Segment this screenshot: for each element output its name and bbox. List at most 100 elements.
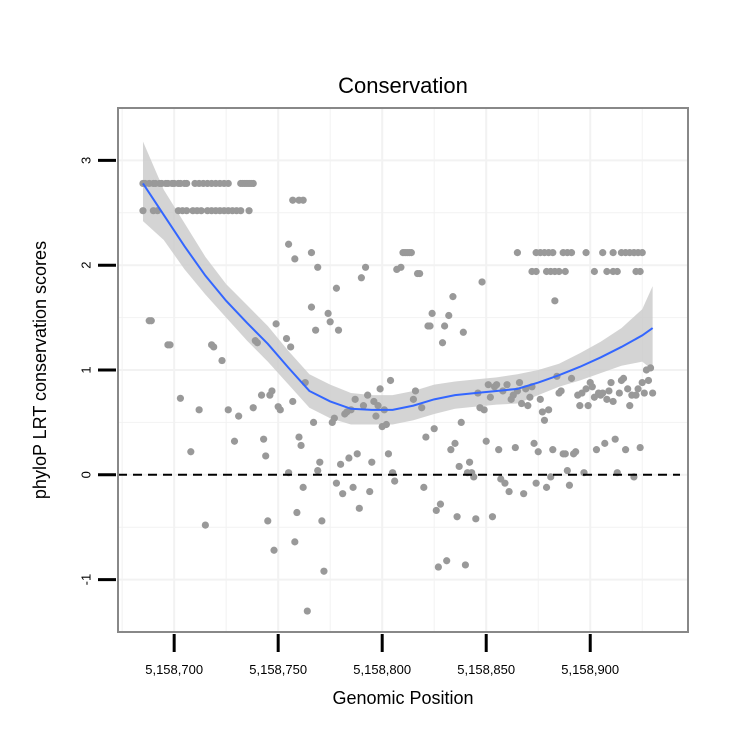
data-point [457, 418, 465, 426]
data-point [441, 322, 449, 330]
data-point [357, 274, 365, 282]
data-point [451, 439, 459, 447]
data-point [309, 418, 318, 426]
data-point [478, 278, 486, 286]
data-point [299, 483, 307, 491]
data-point [364, 391, 372, 399]
confidence-band-area [142, 141, 653, 425]
data-point [366, 487, 374, 496]
data-point [592, 446, 601, 454]
data-point [513, 249, 522, 257]
data-point [536, 395, 544, 403]
data-point [455, 462, 463, 471]
data-point [318, 517, 326, 525]
data-point [576, 402, 584, 410]
data-point [615, 389, 623, 397]
x-tick-label: 5,158,850 [457, 662, 515, 677]
data-point [330, 414, 338, 422]
data-point [561, 450, 569, 458]
data-point [224, 406, 232, 414]
data-point [626, 402, 634, 410]
data-point [257, 391, 266, 399]
data-point [260, 435, 268, 443]
data-point [264, 517, 272, 525]
data-point [599, 249, 607, 257]
data-point [293, 508, 301, 517]
data-point [565, 481, 574, 489]
data-point [434, 563, 442, 571]
data-point [603, 267, 611, 276]
data-point [355, 504, 363, 512]
data-point [480, 406, 488, 414]
data-point [289, 397, 297, 406]
data-point [611, 435, 619, 443]
data-point [249, 404, 257, 412]
data-point [237, 207, 245, 215]
data-point [420, 483, 428, 491]
data-point [326, 318, 334, 326]
data-point [416, 269, 424, 278]
data-point [547, 473, 555, 481]
data-point [391, 477, 399, 485]
data-point [276, 406, 284, 414]
data-point [409, 395, 418, 403]
data-point [339, 490, 347, 498]
data-point [345, 454, 353, 462]
y-axis: -1 0 1 2 3 [79, 157, 116, 586]
data-point [187, 448, 195, 456]
data-point [517, 399, 526, 408]
data-point [332, 479, 341, 487]
data-point [295, 433, 303, 441]
data-point [584, 402, 592, 410]
data-point [430, 425, 438, 433]
data-point [201, 521, 209, 529]
data-point [511, 443, 519, 452]
data-point [224, 179, 232, 188]
y-tick-label: 3 [79, 157, 94, 164]
data-point [386, 376, 395, 385]
x-axis-title: Genomic Position [332, 688, 473, 708]
data-point [407, 249, 415, 257]
data-point [359, 402, 368, 410]
data-point [139, 207, 147, 215]
data-point [299, 196, 307, 204]
data-point [384, 450, 393, 458]
data-point [443, 557, 451, 565]
data-point [449, 293, 457, 301]
y-tick-label: -1 [79, 574, 94, 586]
data-point [268, 387, 276, 395]
data-point [493, 381, 501, 389]
data-point [284, 240, 293, 248]
data-point [334, 326, 343, 334]
data-point [270, 546, 278, 554]
data-point [245, 207, 253, 215]
data-point [582, 385, 590, 393]
data-point [316, 458, 324, 466]
data-point [447, 446, 455, 454]
data-point [524, 402, 532, 410]
data-point [368, 458, 376, 466]
data-point [551, 297, 559, 305]
data-point [646, 364, 655, 372]
smooth-line [142, 182, 654, 411]
data-point [397, 263, 405, 271]
data-point [445, 311, 453, 320]
data-point [314, 263, 322, 271]
data-point [609, 397, 617, 406]
data-point [520, 490, 528, 498]
data-point [567, 249, 576, 257]
data-point [291, 538, 299, 546]
data-point [534, 448, 542, 456]
x-tick-label: 5,158,750 [249, 662, 307, 677]
data-point [432, 506, 440, 515]
data-point [532, 479, 540, 487]
data-point [353, 450, 361, 458]
data-point [418, 404, 426, 412]
data-point [482, 437, 490, 445]
data-point [601, 439, 609, 447]
data-point [210, 343, 218, 351]
data-point [351, 395, 359, 403]
data-point [515, 378, 524, 387]
data-point [503, 381, 511, 389]
